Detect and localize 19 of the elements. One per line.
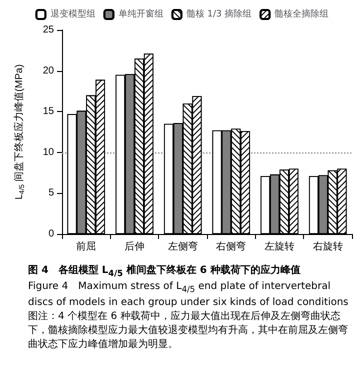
x-tick-label: 右侧弯 xyxy=(216,240,246,252)
x-tick-label: 左侧弯 xyxy=(168,240,198,252)
y-tick-label: 0 xyxy=(48,228,54,240)
legend-label: 髓核全摘除组 xyxy=(274,8,329,20)
legend-label: 单纯开窗组 xyxy=(118,8,164,20)
x-tick-label: 后伸 xyxy=(124,240,144,252)
y-tick-label: 15 xyxy=(42,106,54,118)
x-tick-label: 左旋转 xyxy=(264,240,294,252)
y-tick-label: 25 xyxy=(42,24,54,36)
y-tick-label: 20 xyxy=(42,65,54,76)
legend-label: 退变模型组 xyxy=(50,8,96,20)
y-tick-label: 10 xyxy=(42,146,54,158)
text: 图注：4 个模型在 6 种载荷中，应力最大值出现在后伸及左侧弯曲状态下，髓核摘除模型应力最大值较退变模型均有升高，其中在前屈及左侧弯曲状态下应力峰值增加最为明显。 xyxy=(28,310,349,352)
text: 图 4 各组模型 L$_{4/5}$ 椎间盘下终板在 6 种载荷下的应力峰值 xyxy=(28,264,302,280)
text: Figure 4 Maximum stress of L$_{4/5}$ end plate of intervertebral discs of models in each group under six kinds of load conditions xyxy=(28,280,350,310)
x-tick-label: 前屈 xyxy=(76,240,96,252)
x-tick-label: 右旋转 xyxy=(312,240,343,252)
y-tick-label: 5 xyxy=(48,188,54,199)
legend-label: 髓核 1/3 摘除组 xyxy=(186,8,252,20)
